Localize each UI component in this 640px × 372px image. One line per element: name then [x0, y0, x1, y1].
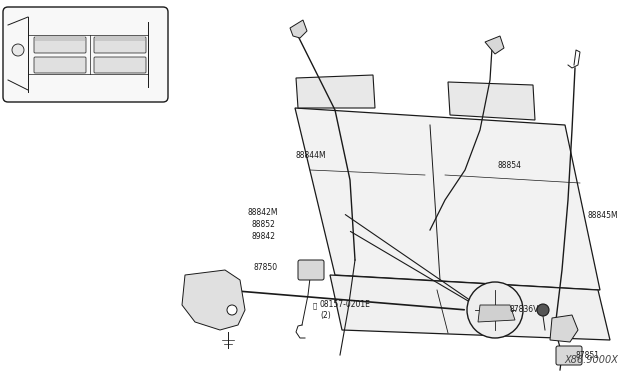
FancyBboxPatch shape — [34, 57, 86, 73]
Polygon shape — [182, 270, 245, 330]
Text: 08157-0201E
(2): 08157-0201E (2) — [320, 300, 371, 320]
Circle shape — [537, 304, 549, 316]
Text: 87851: 87851 — [576, 350, 600, 359]
Polygon shape — [448, 82, 535, 120]
Circle shape — [227, 305, 237, 315]
Polygon shape — [330, 275, 610, 340]
Text: 87836V: 87836V — [510, 305, 540, 314]
Polygon shape — [296, 75, 375, 108]
Text: 88845M: 88845M — [588, 211, 619, 219]
FancyBboxPatch shape — [34, 37, 86, 53]
Ellipse shape — [12, 44, 24, 56]
Text: 88844M: 88844M — [295, 151, 326, 160]
FancyBboxPatch shape — [94, 37, 146, 53]
Text: 88852: 88852 — [252, 219, 276, 228]
Text: 89842: 89842 — [252, 231, 276, 241]
Polygon shape — [485, 36, 504, 54]
FancyBboxPatch shape — [35, 36, 85, 41]
Polygon shape — [550, 315, 578, 342]
Text: Ⓡ: Ⓡ — [313, 303, 317, 309]
Polygon shape — [295, 108, 600, 290]
FancyBboxPatch shape — [95, 36, 145, 41]
Polygon shape — [290, 20, 307, 38]
FancyBboxPatch shape — [298, 260, 324, 280]
FancyBboxPatch shape — [556, 346, 582, 365]
Text: 88854: 88854 — [498, 160, 522, 170]
Text: 87850: 87850 — [253, 263, 277, 273]
Text: X86.9000X: X86.9000X — [564, 355, 618, 365]
Circle shape — [467, 282, 523, 338]
Polygon shape — [478, 305, 515, 322]
FancyBboxPatch shape — [94, 57, 146, 73]
FancyBboxPatch shape — [3, 7, 168, 102]
Text: 88842M: 88842M — [247, 208, 278, 217]
